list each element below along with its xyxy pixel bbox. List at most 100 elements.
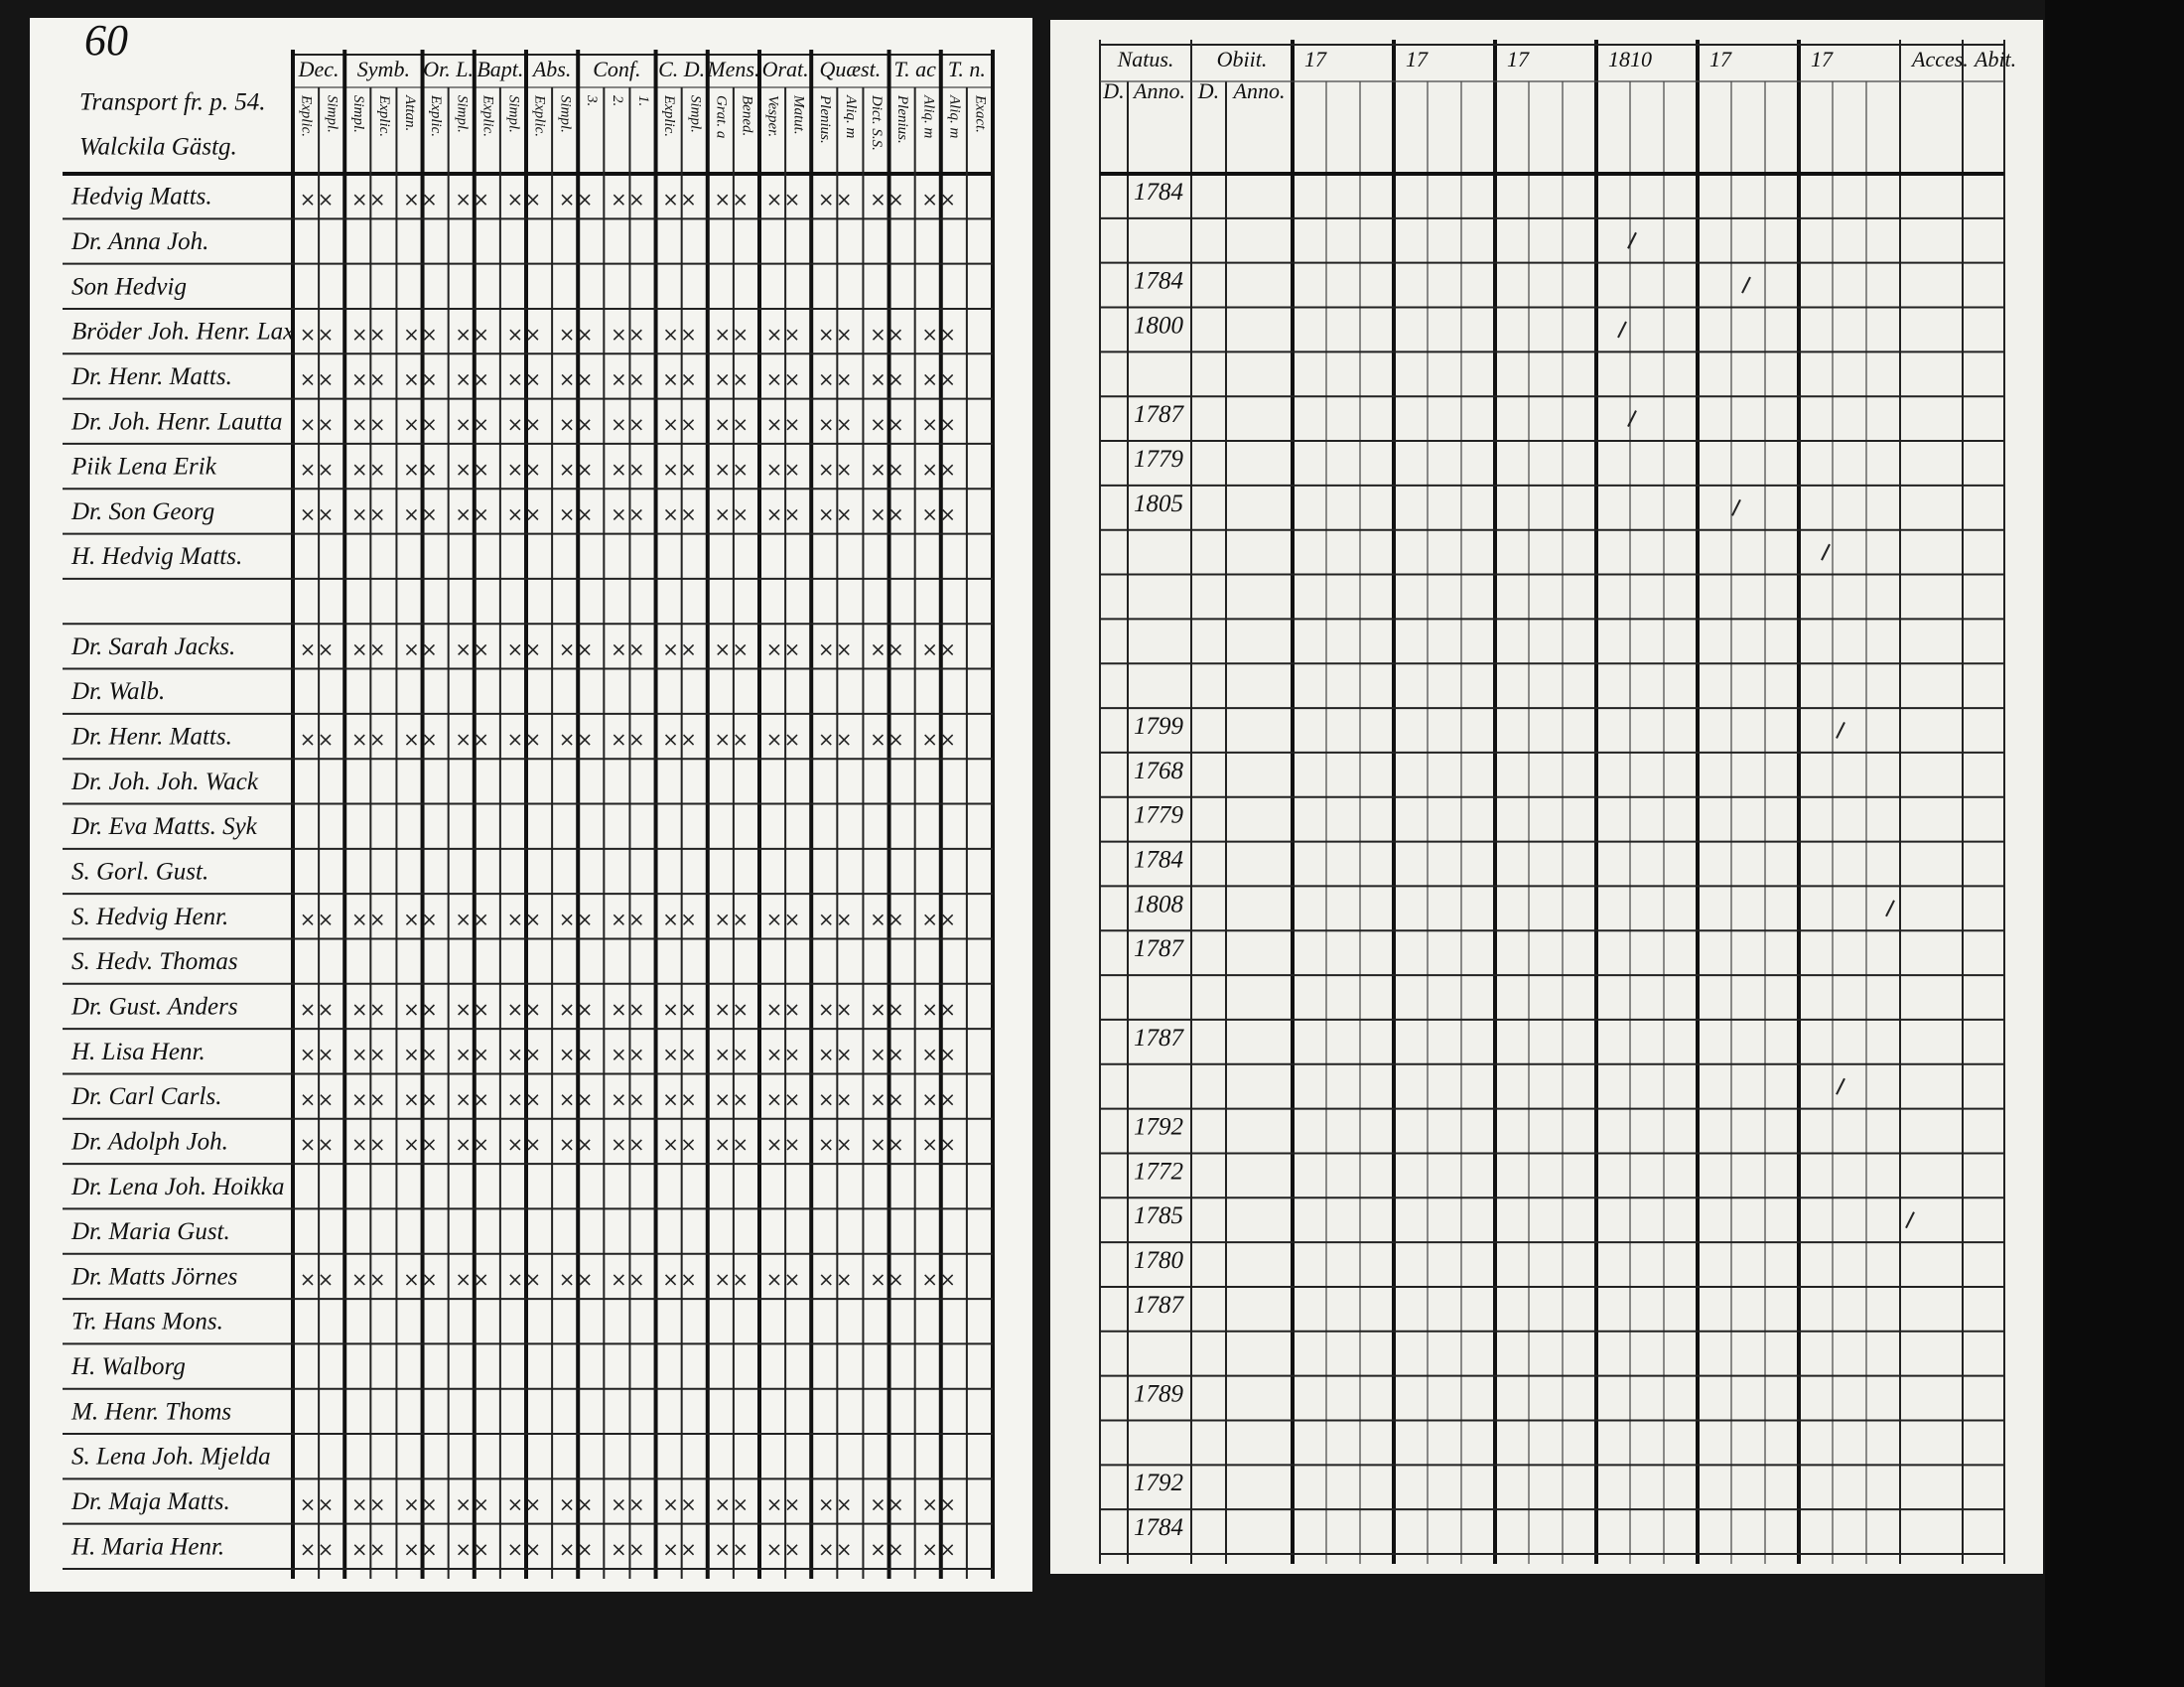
- tick-mark: [613, 643, 642, 655]
- tick-mark: [302, 1094, 332, 1106]
- tick-mark: [924, 734, 954, 746]
- tick-mark: [768, 734, 798, 746]
- tick-mark: [302, 1498, 332, 1511]
- name: M. Henr. Thoms: [70, 1398, 231, 1425]
- column-title: Abs.: [531, 57, 572, 81]
- tick-mark: [561, 1094, 591, 1106]
- column-subtitle: Exact.: [973, 94, 989, 133]
- tick-mark: [820, 464, 850, 476]
- tick-mark: [768, 1274, 798, 1286]
- check-mark: [1627, 231, 1637, 249]
- tick-mark: [405, 1274, 436, 1286]
- tick-mark: [302, 329, 332, 341]
- name: Bröder Joh. Henr. Lax: [71, 319, 294, 346]
- tick-mark: [664, 194, 695, 206]
- check-mark: [1885, 900, 1895, 917]
- column-subtitle: Explic.: [532, 94, 548, 137]
- tick-mark: [458, 464, 487, 476]
- column-subtitle: Simpl.: [558, 95, 574, 133]
- tick-mark: [872, 734, 902, 746]
- birth-year: 1785: [1134, 1202, 1183, 1229]
- tick-mark: [768, 194, 798, 206]
- tick-mark: [561, 419, 591, 431]
- column-subtitle: Simpl.: [687, 95, 703, 133]
- name: Dr. Lena Joh. Hoikka: [70, 1174, 285, 1200]
- tick-mark: [353, 1498, 383, 1511]
- tick-mark: [353, 734, 383, 746]
- tick-mark: [924, 914, 954, 925]
- name: Dr. Walb.: [70, 678, 165, 705]
- tick-mark: [458, 643, 487, 655]
- tick-mark: [353, 1274, 383, 1286]
- tick-mark: [924, 643, 954, 655]
- tick-mark: [458, 1004, 487, 1016]
- column-subtitle: Plenius.: [817, 94, 833, 144]
- column-subtitle: Bened.: [740, 95, 755, 136]
- check-mark: [1836, 722, 1845, 739]
- tick-mark: [613, 1139, 642, 1151]
- birth-year: 1792: [1134, 1470, 1183, 1496]
- tick-mark: [924, 1094, 954, 1106]
- tick-mark: [768, 1004, 798, 1016]
- tick-mark: [768, 1544, 798, 1556]
- tick-mark: [717, 464, 747, 476]
- birth-year: 1784: [1134, 846, 1183, 873]
- column-title: Mens.: [706, 57, 759, 81]
- name: Dr. Son Georg: [70, 498, 214, 525]
- column-subtitle: Explic.: [428, 94, 444, 137]
- tick-mark: [561, 373, 591, 386]
- name: Dr. Gust. Anders: [70, 993, 238, 1020]
- tick-mark: [664, 1139, 695, 1151]
- tick-mark: [561, 1004, 591, 1016]
- birth-year: 1787: [1134, 1025, 1185, 1052]
- check-mark: [1731, 498, 1741, 516]
- tick-mark: [717, 194, 747, 206]
- name: S. Hedvig Henr.: [71, 904, 228, 930]
- tick-mark: [924, 464, 954, 476]
- tick-mark: [405, 1094, 436, 1106]
- name: Dr. Anna Joh.: [70, 228, 208, 255]
- tick-mark: [664, 1094, 695, 1106]
- tick-mark: [820, 373, 850, 386]
- tick-mark: [613, 508, 642, 521]
- tick-mark: [717, 643, 747, 655]
- tick-mark: [458, 1094, 487, 1106]
- tick-mark: [561, 508, 591, 521]
- tick-mark: [872, 1004, 902, 1016]
- birth-year: 1787: [1134, 1292, 1185, 1319]
- column-title: 17: [1709, 47, 1732, 71]
- tick-mark: [872, 914, 902, 925]
- name: Dr. Joh. Henr. Lautta: [70, 408, 283, 435]
- tick-mark: [613, 1544, 642, 1556]
- column-subtitle: 2.: [610, 95, 625, 106]
- name: S. Gorl. Gust.: [71, 859, 208, 886]
- tick-mark: [924, 373, 954, 386]
- tick-mark: [820, 194, 850, 206]
- name: Dr. Eva Matts. Syk: [70, 813, 258, 840]
- tick-mark: [924, 194, 954, 206]
- column-subtitle: Explic.: [299, 94, 315, 137]
- tick-mark: [768, 914, 798, 925]
- tick-mark: [717, 373, 747, 386]
- birth-year: 1800: [1134, 312, 1184, 339]
- column-subtitle: Explic.: [376, 94, 392, 137]
- name: Dr. Maria Gust.: [70, 1218, 230, 1245]
- birth-year: 1779: [1134, 446, 1184, 473]
- tick-mark: [872, 373, 902, 386]
- tick-mark: [405, 914, 436, 925]
- name: Hedvig Matts.: [70, 184, 212, 211]
- tick-mark: [458, 508, 487, 521]
- tick-mark: [872, 464, 902, 476]
- tick-mark: [613, 329, 642, 341]
- tick-mark: [353, 1004, 383, 1016]
- tick-mark: [405, 419, 436, 431]
- tick-mark: [561, 1139, 591, 1151]
- birth-year: 1787: [1134, 935, 1185, 962]
- tick-mark: [664, 1544, 695, 1556]
- tick-mark: [302, 464, 332, 476]
- name: S. Hedv. Thomas: [71, 948, 238, 975]
- tick-mark: [768, 464, 798, 476]
- check-mark: [1617, 321, 1627, 339]
- tick-mark: [820, 914, 850, 925]
- tick-mark: [820, 643, 850, 655]
